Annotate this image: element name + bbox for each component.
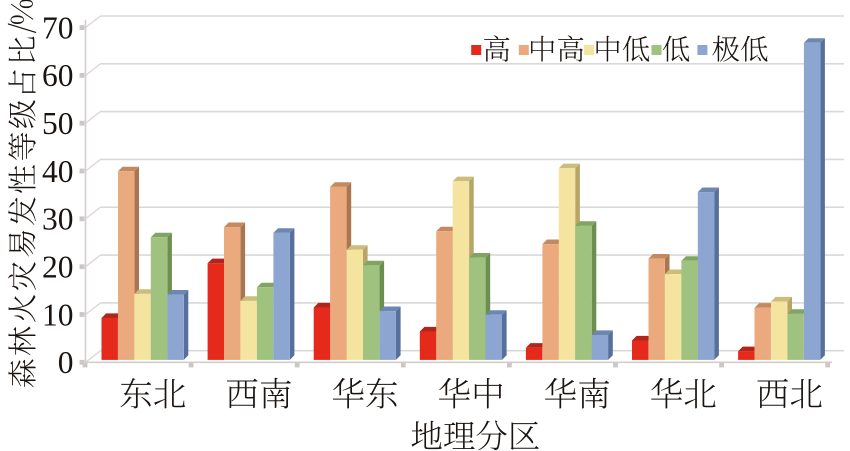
svg-text:30: 30 xyxy=(42,202,74,237)
svg-text:10: 10 xyxy=(42,297,74,332)
svg-text:0: 0 xyxy=(58,345,74,380)
svg-text:20: 20 xyxy=(42,250,74,285)
svg-text:70: 70 xyxy=(42,10,74,45)
svg-text:60: 60 xyxy=(42,58,74,93)
svg-text:50: 50 xyxy=(42,106,74,141)
svg-text:40: 40 xyxy=(42,154,74,189)
